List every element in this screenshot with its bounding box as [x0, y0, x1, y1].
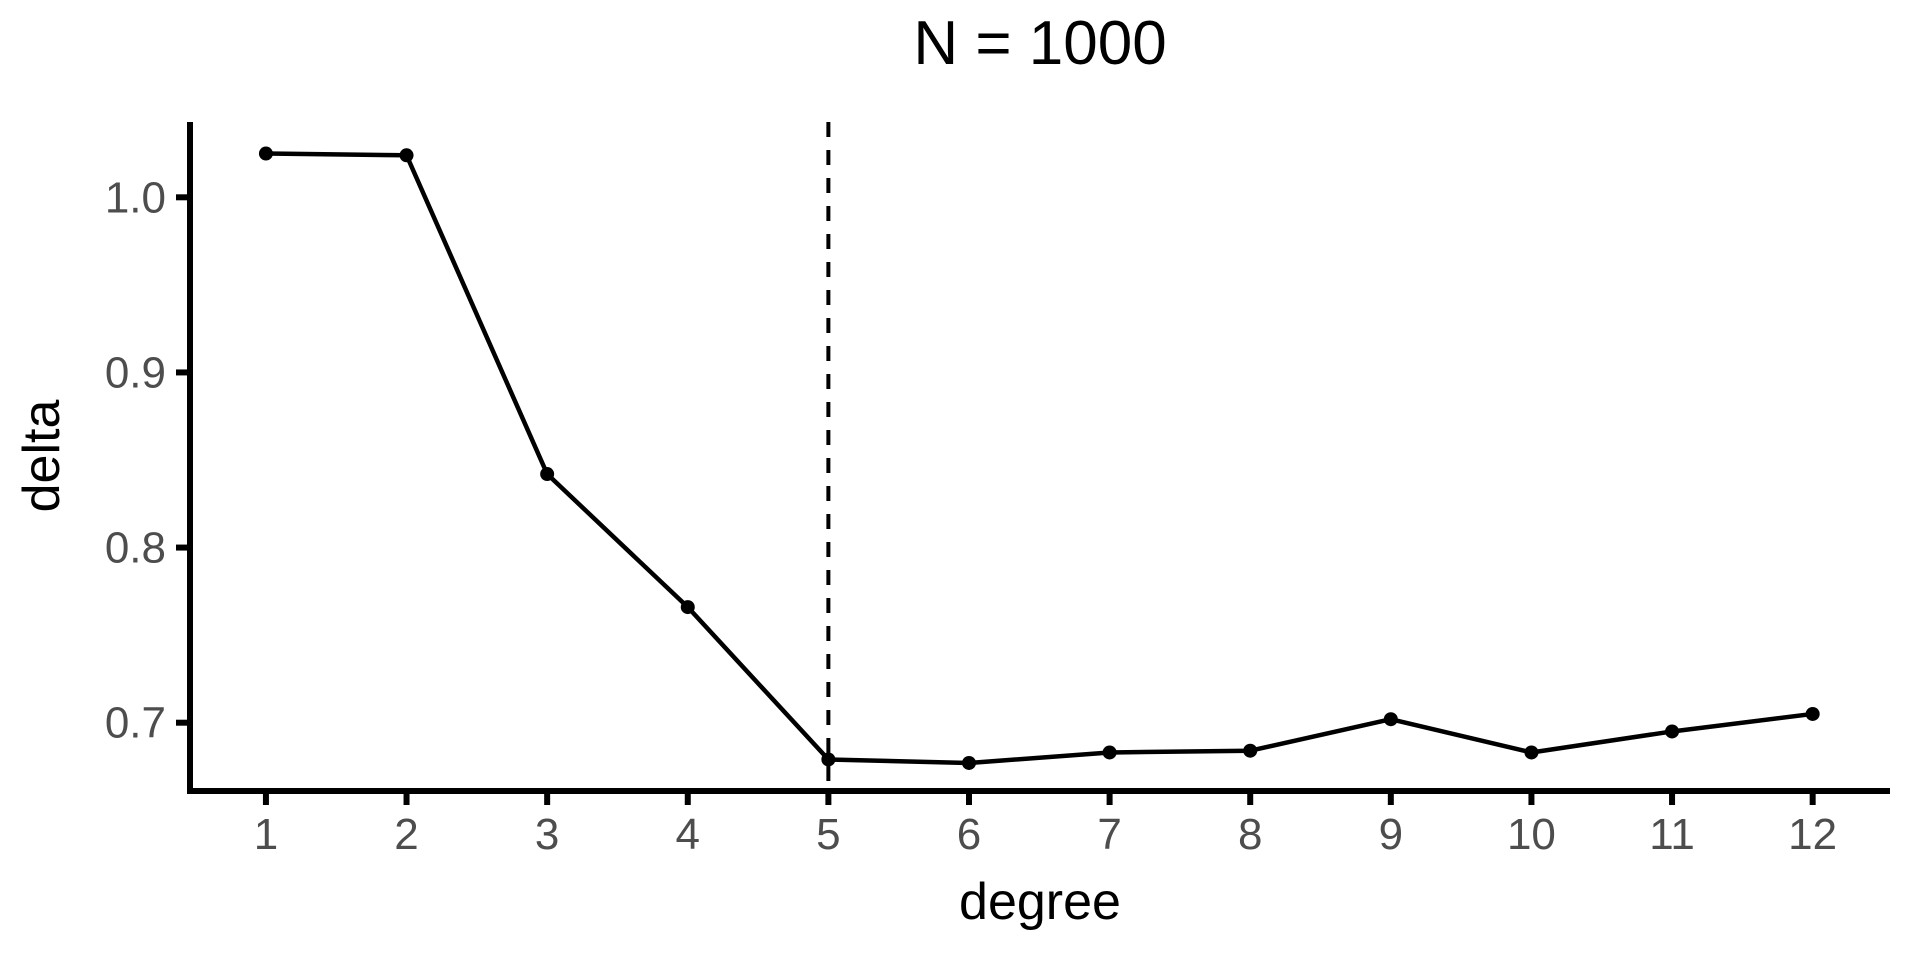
x-tick-label: 2: [394, 810, 418, 859]
data-point: [1665, 724, 1680, 739]
y-tick-label: 0.7: [105, 699, 166, 748]
data-point: [399, 148, 414, 163]
x-tick-label: 10: [1507, 810, 1556, 859]
x-tick-label: 4: [676, 810, 700, 859]
data-point: [258, 146, 273, 161]
x-tick-label: 6: [957, 810, 981, 859]
data-point: [821, 752, 836, 767]
x-tick-label: 8: [1238, 810, 1262, 859]
x-tick-label: 11: [1649, 810, 1695, 859]
series-line-delta: [263, 151, 1815, 766]
data-point: [1243, 743, 1258, 758]
y-axis-title: delta: [13, 399, 71, 513]
x-tick-label: 1: [254, 810, 278, 859]
data-point: [1102, 745, 1117, 760]
x-tick-label: 7: [1097, 810, 1121, 859]
y-tick-label: 0.9: [105, 348, 166, 397]
data-point: [1524, 745, 1539, 760]
data-point: [1805, 706, 1820, 721]
y-tick-label: 1.0: [105, 173, 166, 222]
data-point: [961, 755, 976, 770]
data-point: [1383, 712, 1398, 727]
x-tick-label: 3: [535, 810, 559, 859]
x-tick-label: 9: [1379, 810, 1403, 859]
x-tick-label: 12: [1788, 810, 1837, 859]
data-point: [680, 600, 695, 615]
x-axis-title: degree: [959, 873, 1121, 931]
chart-title: N = 1000: [913, 9, 1167, 78]
x-tick-label: 5: [816, 810, 840, 859]
y-tick-label: 0.8: [105, 524, 166, 573]
data-point: [540, 467, 555, 482]
